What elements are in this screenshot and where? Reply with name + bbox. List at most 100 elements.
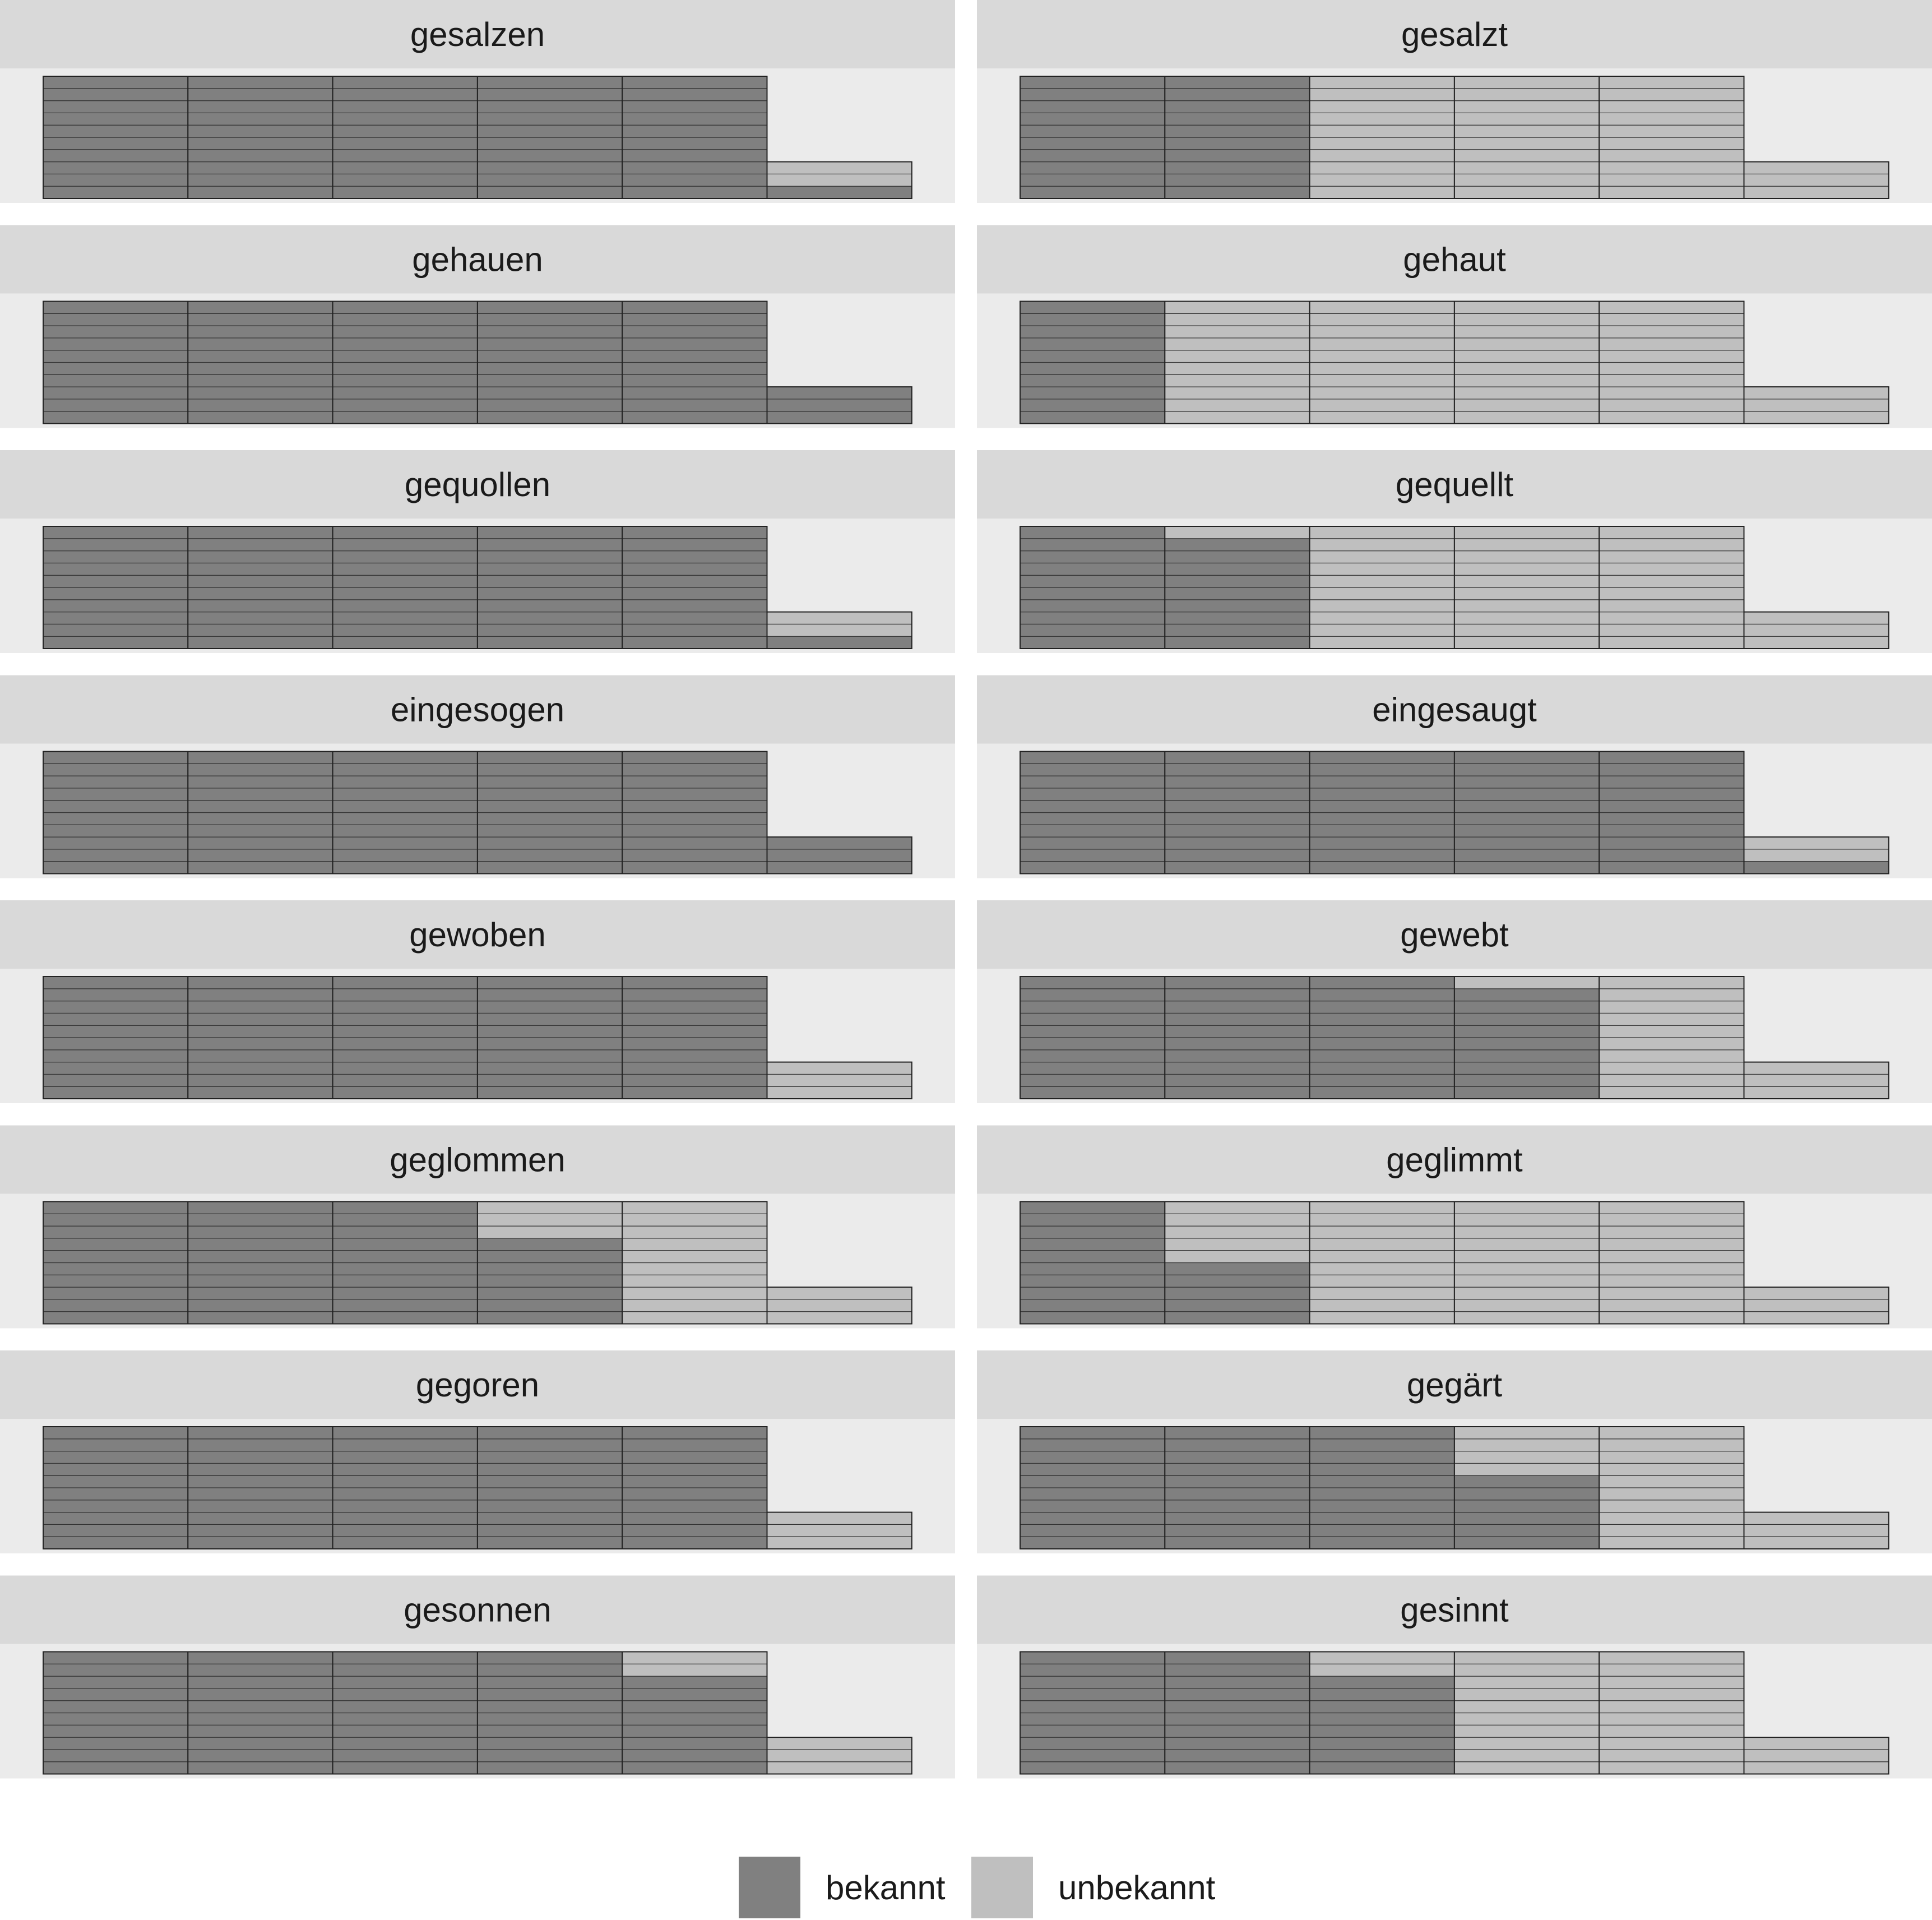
waffle-cell-bekannt: [187, 1438, 333, 1452]
waffle-column: [1164, 300, 1310, 424]
facet-strip: [977, 1575, 1932, 1644]
waffle-cell-bekannt: [332, 1487, 478, 1501]
waffle-cell-unbekannt: [1599, 1061, 1745, 1075]
waffle-cell-bekannt: [1309, 1025, 1455, 1038]
waffle-cell-bekannt: [477, 1037, 623, 1051]
waffle-cell-unbekannt: [1309, 575, 1455, 588]
waffle-cell-bekannt: [1020, 1524, 1165, 1537]
waffle-cell-bekannt: [477, 88, 623, 101]
waffle-cell-bekannt: [1164, 100, 1310, 114]
waffle-cell-unbekannt: [1454, 1676, 1600, 1689]
waffle-column-outline: [1743, 836, 1889, 875]
waffle-cell-bekannt: [477, 1737, 623, 1750]
waffle-column-outline: [622, 300, 768, 424]
waffle-cell-bekannt: [332, 1761, 478, 1775]
waffle-cell-bekannt: [43, 1700, 188, 1714]
waffle-cell-bekannt: [622, 623, 768, 637]
waffle-cell-bekannt: [187, 1061, 333, 1075]
waffle-column: [766, 611, 912, 649]
waffle-cell-bekannt: [622, 325, 768, 339]
waffle-cell-unbekannt: [622, 1201, 768, 1214]
waffle-cell-bekannt: [1454, 1086, 1600, 1099]
waffle-cell-bekannt: [187, 100, 333, 114]
waffle-cell-bekannt: [622, 1037, 768, 1051]
waffle-cell-bekannt: [1454, 824, 1600, 838]
facet-title: gegärt: [1407, 1366, 1502, 1404]
waffle-cell-unbekannt: [1454, 562, 1600, 576]
waffle-cell-bekannt: [187, 775, 333, 789]
waffle-cell-bekannt: [622, 1724, 768, 1738]
waffle-cell-bekannt: [187, 976, 333, 989]
waffle-cell-unbekannt: [1599, 1737, 1745, 1750]
waffle-column: [766, 386, 912, 424]
waffle-cell-bekannt: [622, 1512, 768, 1525]
waffle-column: [1020, 1201, 1166, 1325]
waffle-cell-bekannt: [187, 1475, 333, 1488]
waffle-cell-unbekannt: [1599, 161, 1745, 175]
waffle-cell-bekannt: [1020, 362, 1165, 375]
waffle-column: [1453, 300, 1600, 424]
waffle-cell-bekannt: [622, 1000, 768, 1014]
waffle-cell-unbekannt: [1599, 300, 1745, 314]
waffle-cell-bekannt: [332, 1262, 478, 1275]
waffle-cell-bekannt: [477, 1061, 623, 1075]
waffle-cell-bekannt: [1309, 1037, 1455, 1051]
waffle-cell-bekannt: [43, 1724, 188, 1738]
waffle-column: [1599, 526, 1745, 649]
facet-title: eingesogen: [391, 691, 564, 729]
waffle-cell-bekannt: [1020, 1451, 1165, 1464]
waffle-cell-unbekannt: [1309, 1311, 1455, 1325]
waffle-cell-bekannt: [1164, 112, 1310, 126]
waffle-cell-unbekannt: [766, 161, 912, 175]
waffle-cell-unbekannt: [1599, 350, 1745, 363]
legend-label-unbekannt: unbekannt: [1058, 1869, 1216, 1907]
waffle-cell-unbekannt: [1454, 611, 1600, 624]
waffle-cell-bekannt: [1164, 587, 1310, 600]
waffle-cell-bekannt: [1020, 100, 1165, 114]
waffle-cell-bekannt: [1020, 623, 1165, 637]
waffle-cell-unbekannt: [1309, 1201, 1455, 1214]
waffle-cell-bekannt: [1020, 751, 1165, 764]
waffle-cell-unbekannt: [1309, 325, 1455, 339]
waffle-cell-bekannt: [622, 100, 768, 114]
waffle-cell-unbekannt: [1599, 1724, 1745, 1738]
waffle-cell-bekannt: [1020, 186, 1165, 199]
waffle-cell-bekannt: [332, 1536, 478, 1549]
waffle-cell-bekannt: [43, 1536, 188, 1549]
waffle-cell-unbekannt: [1599, 112, 1745, 126]
waffle-cell-bekannt: [187, 988, 333, 1002]
waffle-cell-bekannt: [43, 1487, 188, 1501]
waffle-cell-bekannt: [332, 775, 478, 789]
waffle-column: [187, 1651, 333, 1775]
waffle-cell-unbekannt: [1454, 1688, 1600, 1701]
waffle-cell-bekannt: [332, 849, 478, 862]
facet-panel: gewebt: [977, 900, 1932, 1103]
waffle-cell-unbekannt: [1454, 300, 1600, 314]
waffle-cell-unbekannt: [1454, 636, 1600, 649]
waffle-cell-bekannt: [332, 587, 478, 600]
waffle-cell-bekannt: [43, 763, 188, 776]
waffle-cell-bekannt: [1020, 836, 1165, 850]
facet-strip: [0, 900, 955, 969]
waffle-cell-bekannt: [1020, 1287, 1165, 1300]
waffle-cell-unbekannt: [1309, 1225, 1455, 1239]
waffle-cell-unbekannt: [1599, 976, 1745, 989]
waffle-cell-unbekannt: [1309, 350, 1455, 363]
waffle-cell-unbekannt: [622, 1213, 768, 1227]
waffle-cell-bekannt: [622, 575, 768, 588]
waffle-cell-unbekannt: [1309, 186, 1455, 199]
waffle-cell-bekannt: [1020, 1463, 1165, 1476]
waffle-cell-bekannt: [1164, 1074, 1310, 1087]
waffle-cell-bekannt: [43, 636, 188, 649]
waffle-cell-bekannt: [187, 137, 333, 150]
waffle-cell-bekannt: [43, 1463, 188, 1476]
waffle-cell-bekannt: [187, 611, 333, 624]
waffle-cell-bekannt: [1309, 800, 1455, 813]
waffle-cell-bekannt: [1020, 350, 1165, 363]
waffle-cell-bekannt: [43, 1299, 188, 1312]
waffle-cell-unbekannt: [622, 1250, 768, 1264]
waffle-cell-unbekannt: [1599, 100, 1745, 114]
waffle-cell-bekannt: [43, 1663, 188, 1677]
waffle-cell-bekannt: [187, 575, 333, 588]
waffle-cell-bekannt: [187, 362, 333, 375]
